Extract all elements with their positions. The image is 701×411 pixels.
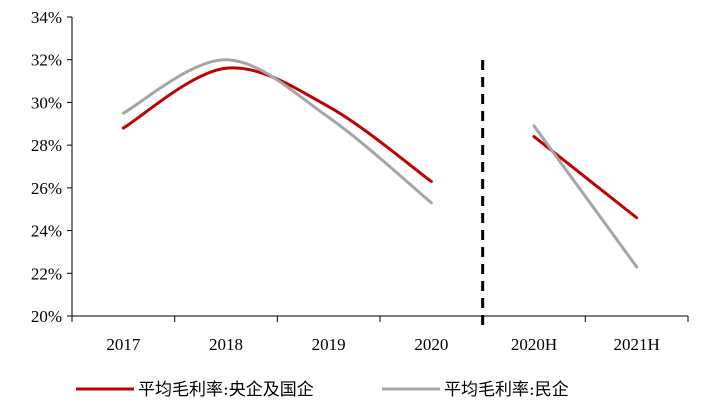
y-tick-label: 28% xyxy=(31,136,62,155)
series-lines xyxy=(121,58,639,269)
axes xyxy=(71,17,688,317)
x-axis-ticks: 2017 2018 2019 2020 2020H 2021H xyxy=(71,316,689,354)
x-tick-label: 2021H xyxy=(614,335,660,354)
y-tick-label: 20% xyxy=(31,307,62,326)
series-line-1-segment-2 xyxy=(532,135,639,220)
x-tick-label: 2020H xyxy=(511,335,557,354)
x-tick-label: 2019 xyxy=(312,335,346,354)
legend-label-1: 平均毛利率:央企及国企 xyxy=(138,380,314,400)
y-tick-label: 34% xyxy=(31,8,62,27)
x-tick-label: 2018 xyxy=(209,335,243,354)
y-tick-label: 24% xyxy=(31,222,62,241)
y-tick-label: 22% xyxy=(31,264,62,283)
y-axis-ticks: 20% 22% 24% 26% 28% 30% 32% 34% xyxy=(31,8,72,326)
y-tick-label: 30% xyxy=(31,93,62,112)
y-tick-label: 26% xyxy=(31,179,62,198)
legend: 平均毛利率:央企及国企 平均毛利率:民企 xyxy=(76,380,569,400)
series-line-2-segment-1 xyxy=(121,58,433,205)
x-tick-label: 2020 xyxy=(414,335,448,354)
legend-label-2: 平均毛利率:民企 xyxy=(444,380,569,400)
x-tick-label: 2017 xyxy=(106,335,141,354)
y-tick-label: 32% xyxy=(31,51,62,70)
series-line-2-segment-2 xyxy=(532,124,639,269)
